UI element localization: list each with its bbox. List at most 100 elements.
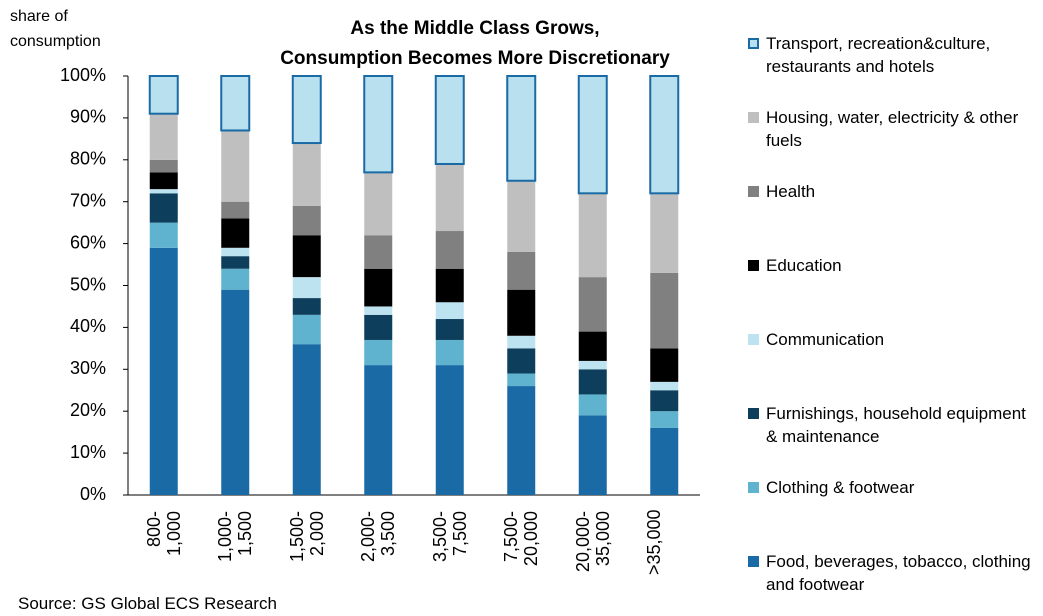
- y-tick-label: 10%: [70, 442, 106, 462]
- bar-segment: [650, 390, 679, 412]
- bar-segment: [148, 75, 179, 115]
- bar-segment: [434, 75, 465, 165]
- bar-segment: [435, 163, 464, 232]
- bar-segment: [149, 193, 178, 223]
- legend-swatch: [748, 556, 759, 567]
- legend-swatch: [748, 112, 759, 123]
- bar-segment: [435, 365, 464, 495]
- x-tick-label: 20,000-35,000: [572, 511, 613, 573]
- bar-segment: [507, 373, 536, 387]
- legend-swatch: [748, 334, 759, 345]
- bar-segment: [435, 268, 464, 303]
- bar-segment: [507, 251, 536, 290]
- bar-segment: [650, 348, 679, 382]
- bar-segment: [364, 314, 393, 340]
- bar-segment: [507, 348, 536, 374]
- bar-segment: [650, 272, 679, 349]
- bar-segment: [149, 247, 178, 495]
- y-tick-label: 60%: [70, 232, 106, 252]
- y-tick-label: 70%: [70, 190, 106, 210]
- bar-segment: [578, 394, 607, 416]
- legend-swatch: [748, 260, 759, 271]
- bar-segment: [649, 75, 680, 195]
- bar-segment: [221, 218, 250, 248]
- bar-segment: [149, 189, 178, 194]
- bar-segment: [292, 235, 321, 278]
- legend-swatch: [748, 408, 759, 419]
- bar-segment: [364, 235, 393, 269]
- chart-title: Consumption Becomes More Discretionary: [280, 48, 670, 69]
- bar-segment: [292, 298, 321, 315]
- x-tick-label: >35,000: [644, 509, 665, 575]
- bar-segment: [221, 256, 250, 269]
- chart-title: As the Middle Class Grows,: [350, 18, 600, 39]
- bar-segment: [292, 314, 321, 345]
- bar-segment: [149, 222, 178, 248]
- bar-segment: [149, 113, 178, 160]
- bar-segment: [292, 344, 321, 495]
- y-tick-label: 100%: [60, 65, 106, 85]
- bar-segment: [507, 335, 536, 349]
- y-tick-label: 50%: [70, 274, 106, 294]
- bar-segment: [364, 268, 393, 307]
- bar-segment: [292, 277, 321, 299]
- bar-segment: [507, 289, 536, 336]
- bar-segment: [292, 205, 321, 236]
- bar-segment: [291, 75, 322, 145]
- bar-segment: [435, 319, 464, 340]
- bar-segment: [578, 360, 607, 370]
- legend-label: Furnishings, household equipment & maint…: [766, 404, 1026, 446]
- legend-label: Clothing & footwear: [766, 478, 915, 497]
- bar-segment: [364, 306, 393, 315]
- x-tick-label: 3,500-7,500: [429, 511, 470, 563]
- x-tick-label: 800-1,000: [143, 511, 184, 557]
- source: Source: GS Global ECS Research: [18, 594, 277, 613]
- bar-segment: [221, 289, 250, 495]
- bar-segment: [578, 193, 607, 278]
- legend-label: Transport, recreation&culture, restauran…: [766, 34, 991, 76]
- x-tick-label: 7,500-20,000: [501, 511, 542, 567]
- bar-segment: [364, 365, 393, 495]
- bar-segment: [506, 75, 537, 182]
- bar-segment: [363, 75, 394, 174]
- bar-segment: [578, 277, 607, 332]
- bar-segment: [435, 339, 464, 366]
- bar-segment: [221, 268, 250, 290]
- y-tick-label: 20%: [70, 400, 106, 420]
- y-tick-label: 30%: [70, 358, 106, 378]
- y-tick-label: 40%: [70, 316, 106, 336]
- bar-segment: [149, 172, 178, 190]
- bar-segment: [578, 369, 607, 395]
- bar-segment: [364, 172, 393, 236]
- bar-segment: [220, 75, 251, 132]
- legend-label: Housing, water, electricity & other fuel…: [766, 108, 1019, 150]
- bar-segment: [507, 386, 536, 495]
- x-tick-label: 1,000-1,500: [215, 511, 256, 563]
- bar-segment: [578, 331, 607, 361]
- legend-label: Communication: [766, 330, 885, 349]
- x-tick-label: 1,500-2,000: [286, 511, 327, 563]
- bar-segment: [221, 201, 250, 219]
- bar-segment: [149, 159, 178, 173]
- legend-swatch: [748, 482, 759, 493]
- y-tick-label: 90%: [70, 107, 106, 127]
- bar-segment: [364, 339, 393, 366]
- legend-label: Health: [766, 182, 816, 201]
- y-tick-label: 80%: [70, 149, 106, 169]
- legend-label: Education: [766, 256, 842, 275]
- bar-segment: [292, 143, 321, 206]
- bar-segment: [507, 180, 536, 252]
- bar-segment: [650, 411, 679, 428]
- bar-segment: [577, 75, 608, 195]
- x-tick-label: 2,000-3,500: [358, 511, 399, 563]
- bar-segment: [650, 381, 679, 391]
- legend-swatch: [748, 38, 759, 49]
- bar-segment: [435, 231, 464, 269]
- bar-segment: [650, 427, 679, 495]
- y-axis-label: share of consumption: [10, 8, 101, 50]
- bar-segment: [221, 130, 250, 202]
- bar-segment: [650, 193, 679, 273]
- legend-label: Food, beverages, tobacco, clothing and f…: [766, 552, 1031, 594]
